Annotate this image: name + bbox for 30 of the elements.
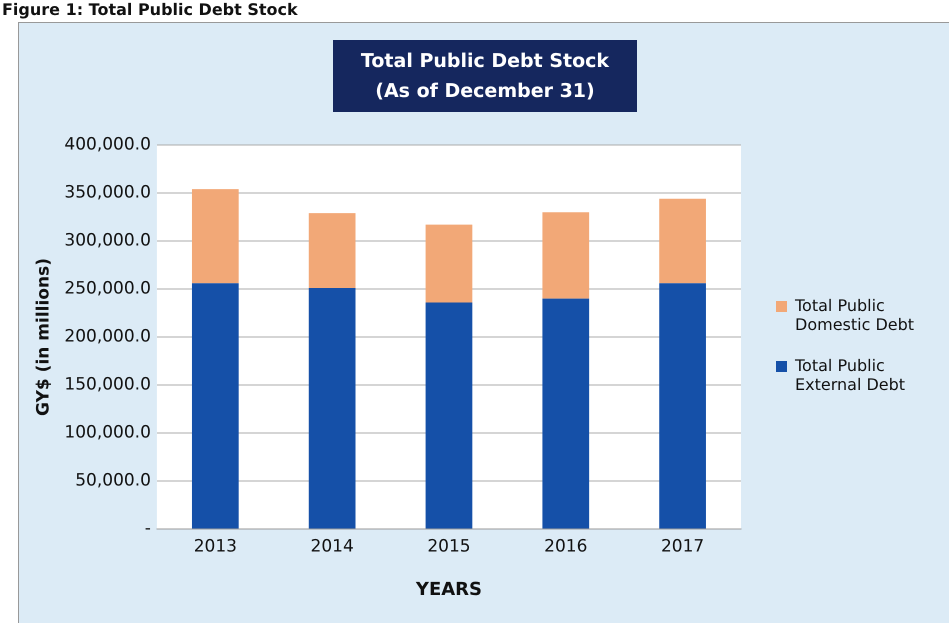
bar [426, 302, 472, 528]
caption: Figure 1: Total Public Debt Stock [2, 0, 298, 19]
x-tick-label: 2014 [310, 536, 354, 557]
y-tick-label: 50,000.0 [75, 470, 151, 490]
y-tick-label: 250,000.0 [64, 278, 151, 298]
y-tick-label: 200,000.0 [64, 326, 151, 346]
bar [542, 212, 590, 299]
y-tick-label: 300,000.0 [64, 230, 151, 250]
chart-title: Total Public Debt Stock (As of December 31) [333, 40, 637, 112]
bar [308, 213, 356, 288]
bar [659, 283, 706, 528]
legend-label: Total Public External Debt [795, 356, 906, 394]
bar [426, 224, 472, 302]
y-axis-title: GY$ (in millions) [34, 258, 54, 416]
bar [308, 288, 356, 528]
y-tick-label: 400,000.0 [64, 134, 151, 154]
x-tick-label: 2017 [660, 536, 704, 557]
x-tick-label: 2013 [194, 536, 237, 557]
y-tick-label: 100,000.0 [64, 422, 151, 442]
x-axis-title: YEARS [414, 578, 482, 600]
x-tick-label: 2015 [427, 536, 471, 557]
bar [192, 283, 239, 528]
bar [659, 198, 706, 284]
bar [192, 189, 239, 284]
y-tick-label: 150,000.0 [64, 374, 151, 394]
bar [542, 298, 590, 528]
legend-label: Total Public Domestic Debt [795, 296, 916, 334]
x-tick-label: 2016 [544, 536, 588, 557]
y-tick-label: - [144, 518, 151, 538]
y-tick-label: 350,000.0 [64, 182, 151, 202]
